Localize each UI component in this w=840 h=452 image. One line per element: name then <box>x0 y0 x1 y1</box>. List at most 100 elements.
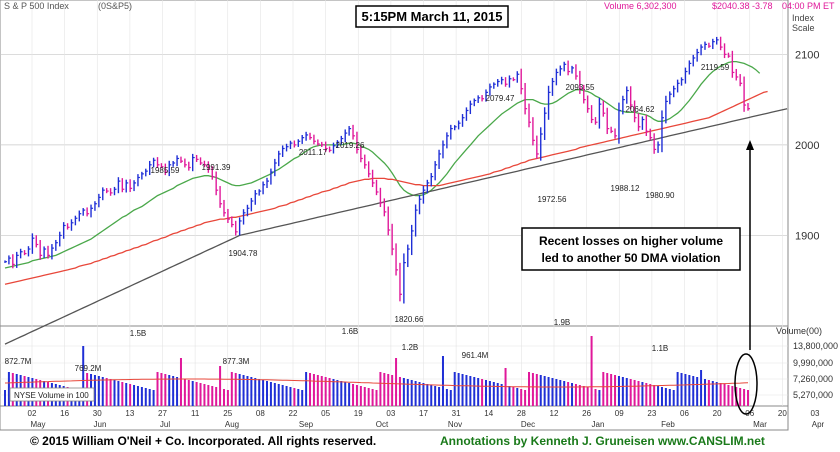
volume-bar <box>453 372 456 406</box>
x-month-label: May <box>30 420 45 429</box>
volume-bar <box>653 385 656 406</box>
x-axis-strip <box>0 405 789 431</box>
volume-tick-2: 9,990,000 <box>793 358 833 368</box>
volume-bar <box>164 374 167 406</box>
volume-bar <box>168 375 171 406</box>
volume-bar <box>692 376 695 406</box>
volume-bar <box>610 374 613 406</box>
x-tick-label: 12 <box>550 409 559 418</box>
price-bars <box>4 36 750 304</box>
volume-bar <box>578 385 581 406</box>
price-annotation: 1991.39 <box>202 163 231 172</box>
volume-bar <box>222 389 225 406</box>
volume-bar <box>707 380 710 406</box>
volume-bar <box>649 384 652 406</box>
volume-bar <box>266 381 269 406</box>
price-panel-frame <box>0 0 789 327</box>
x-month-label: Jun <box>94 420 107 429</box>
volume-bar <box>715 382 718 406</box>
x-month-label: Dec <box>521 420 535 429</box>
volume-highlight-ellipse <box>734 353 758 415</box>
volume-bar <box>594 389 597 406</box>
volume-bar <box>121 382 124 406</box>
volume-bar <box>203 384 206 406</box>
volume-annotation: 1.6B <box>342 327 358 336</box>
volume-bar <box>547 377 550 406</box>
volume-annotation: 961.4M <box>462 351 489 360</box>
volume-bar <box>238 374 241 406</box>
volume-bar <box>508 386 511 406</box>
volume-bar <box>422 383 425 406</box>
volume-bar <box>739 388 742 406</box>
volume-bar <box>516 388 519 406</box>
volume-bar <box>719 383 722 406</box>
scale-label-2: Scale <box>792 23 815 33</box>
x-tick-label: 20 <box>778 409 787 418</box>
volume-bar <box>520 389 523 406</box>
volume-bar <box>449 390 452 406</box>
x-tick-label: 03 <box>386 409 395 418</box>
volume-bar <box>680 373 683 406</box>
volume-bar <box>258 379 261 406</box>
volume-bar <box>598 390 601 406</box>
price-annotations: 1985.59 1991.39 2011.17 2019.26 1904.78 1820.… <box>5 63 730 373</box>
copyright: © 2015 William O'Neil + Co. Incorporated… <box>30 434 377 448</box>
volume-bar <box>395 358 398 406</box>
price-annotation: 1972.56 <box>538 195 567 204</box>
volume-bar <box>555 379 558 406</box>
x-tick-label: 19 <box>354 409 363 418</box>
x-tick-label: 11 <box>191 409 200 418</box>
volume-bar <box>633 380 636 406</box>
volume-bar <box>664 388 667 406</box>
volume-bar <box>696 377 699 406</box>
volume-bar <box>211 386 214 406</box>
volume-readout: Volume 6,302,300 <box>604 1 677 11</box>
volume-bar <box>254 378 257 406</box>
volume-bar <box>273 383 276 406</box>
volume-bar <box>363 387 366 406</box>
volume-bar <box>160 373 163 406</box>
volume-bar <box>387 374 390 406</box>
x-tick-label: 06 <box>680 409 689 418</box>
y-tick-label: 2000 <box>795 140 819 152</box>
volume-bar <box>543 376 546 406</box>
x-tick-label: 17 <box>419 409 428 418</box>
volume-bar <box>657 386 660 406</box>
volume-annotation: 1.5B <box>130 329 146 338</box>
volume-bar <box>398 377 401 406</box>
x-month-label: Jul <box>160 420 170 429</box>
volume-bar <box>512 387 515 406</box>
volume-bar <box>465 375 468 406</box>
volume-bar <box>539 375 542 406</box>
y-axis-ticks: 1900 2000 2100 <box>795 49 819 242</box>
volume-average-line <box>4 378 749 388</box>
volume-bar <box>156 372 159 406</box>
index-symbol: (0S&P5) <box>98 1 132 11</box>
volume-bar <box>277 384 280 406</box>
volume-bar <box>285 386 288 406</box>
volume-bar <box>586 387 589 406</box>
x-tick-label: 26 <box>582 409 591 418</box>
volume-bar <box>336 380 339 406</box>
volume-bar <box>344 382 347 406</box>
volume-bar <box>414 381 417 406</box>
annotation-box <box>521 227 741 271</box>
volume-bar <box>305 372 308 406</box>
annotation-line-2: led to another 50 DMA violation <box>542 251 721 265</box>
volume-bar <box>473 377 476 406</box>
volume-bar <box>320 376 323 406</box>
volume-bar <box>152 390 155 406</box>
volume-bar <box>582 386 585 406</box>
x-tick-label: 25 <box>223 409 232 418</box>
volume-bar <box>109 379 112 406</box>
volume-bar <box>461 374 464 406</box>
volume-bar <box>391 375 394 406</box>
ma200-line <box>4 90 768 285</box>
volume-bar <box>367 388 370 406</box>
volume-bar <box>340 381 343 406</box>
volume-bar <box>684 374 687 406</box>
quote-readout: $2040.38 -3.78 <box>712 1 773 11</box>
volume-bar <box>269 382 272 406</box>
x-month-label: Apr <box>812 420 825 429</box>
x-tick-label: 27 <box>158 409 167 418</box>
